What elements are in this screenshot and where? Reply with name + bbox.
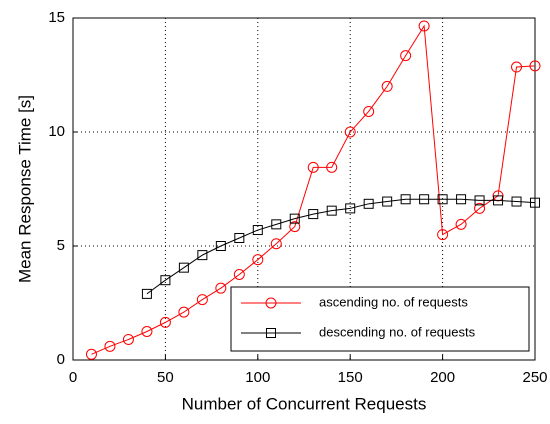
- marker: [363, 105, 375, 117]
- y-axis-label: Mean Response Time [s]: [15, 95, 34, 283]
- marker: [178, 306, 190, 318]
- x-tick-label: 200: [430, 369, 455, 386]
- y-tick-label: 15: [48, 9, 65, 26]
- marker: [455, 218, 467, 230]
- marker: [493, 195, 504, 206]
- marker: [474, 202, 486, 214]
- x-tick-label: 50: [157, 369, 174, 386]
- marker: [456, 194, 467, 205]
- marker: [344, 126, 356, 138]
- marker: [308, 209, 319, 220]
- legend-box: [230, 286, 530, 352]
- marker: [197, 250, 208, 261]
- x-tick-label: 100: [245, 369, 270, 386]
- marker: [178, 262, 189, 273]
- marker: [382, 196, 393, 207]
- marker: [326, 161, 338, 173]
- marker: [141, 326, 153, 337]
- marker: [511, 61, 523, 73]
- marker: [511, 196, 522, 207]
- marker: [307, 161, 319, 173]
- marker: [85, 348, 97, 360]
- marker: [400, 194, 411, 205]
- series-line: [146, 198, 536, 295]
- marker: [289, 221, 301, 233]
- marker: [289, 213, 300, 224]
- marker: [419, 194, 430, 205]
- marker: [252, 254, 264, 266]
- x-tick-label: 0: [69, 369, 77, 386]
- x-tick-label: 150: [338, 369, 363, 386]
- legend-marker: [266, 328, 276, 338]
- marker: [363, 198, 374, 209]
- marker: [437, 229, 449, 241]
- marker: [326, 205, 337, 216]
- marker: [381, 80, 393, 92]
- marker: [215, 282, 227, 294]
- y-tick-label: 10: [48, 123, 65, 140]
- y-tick-label: 0: [57, 351, 65, 368]
- x-axis-label: Number of Concurrent Requests: [182, 394, 427, 413]
- marker: [474, 195, 485, 206]
- marker: [529, 60, 541, 72]
- marker: [233, 269, 245, 280]
- marker: [270, 238, 282, 250]
- marker: [122, 333, 134, 345]
- marker: [345, 203, 356, 214]
- marker: [159, 316, 171, 328]
- y-tick-label: 5: [57, 237, 65, 254]
- marker: [215, 241, 226, 251]
- marker: [141, 288, 152, 299]
- marker: [252, 225, 263, 236]
- marker: [104, 340, 116, 352]
- marker: [530, 197, 540, 208]
- marker: [160, 275, 171, 286]
- marker: [418, 20, 430, 32]
- marker: [196, 294, 208, 306]
- marker: [400, 50, 412, 62]
- legend-marker: [265, 297, 277, 309]
- marker: [271, 219, 282, 230]
- legend-label: descending no. of requests: [319, 324, 476, 339]
- marker: [437, 194, 448, 205]
- axes-box: [72, 17, 536, 361]
- x-tick-label: 250: [522, 369, 547, 386]
- series-line: [91, 24, 536, 355]
- marker: [234, 233, 245, 244]
- legend-label: ascending no. of requests: [319, 294, 468, 309]
